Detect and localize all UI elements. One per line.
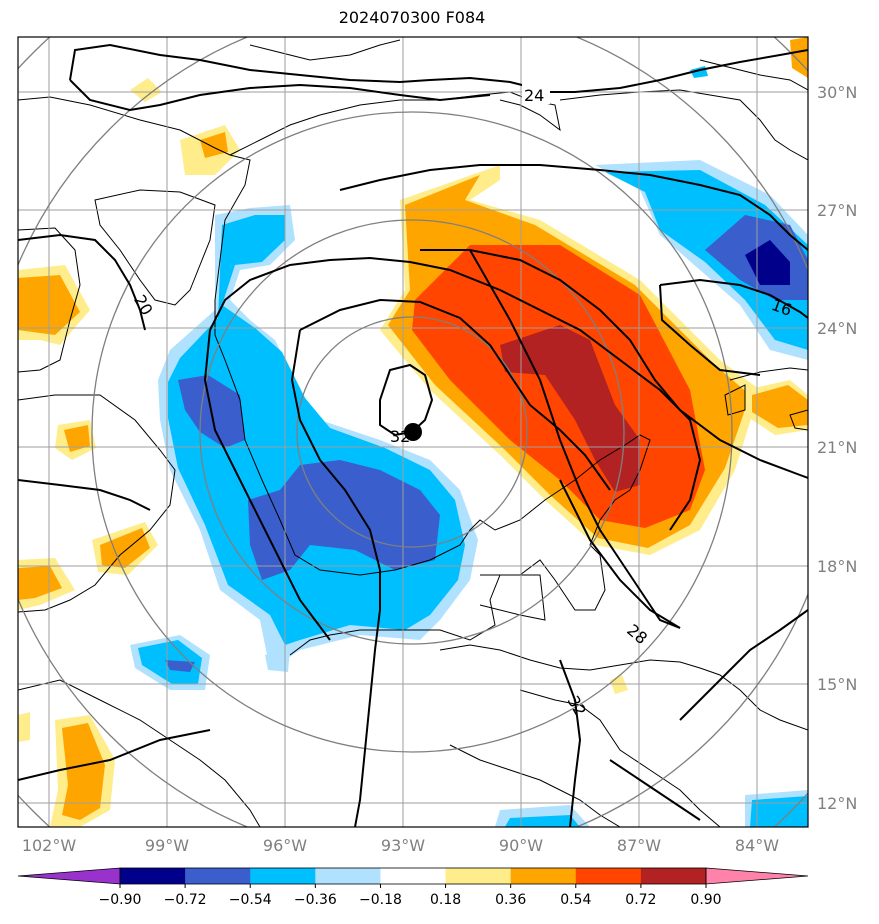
lat-label: 21°N bbox=[817, 438, 857, 457]
colorbar-segment bbox=[315, 868, 381, 884]
colorbar-tick-label: 0.18 bbox=[430, 892, 461, 908]
lat-label: 12°N bbox=[817, 794, 857, 813]
contour-label: 32 bbox=[563, 692, 590, 719]
coastlines bbox=[18, 39, 808, 827]
longitude-labels: 102°W 99°W 96°W 93°W 90°W 87°W 84°W bbox=[22, 836, 779, 855]
lon-label: 93°W bbox=[381, 836, 425, 855]
colorbar-tick-label: 0.54 bbox=[560, 892, 591, 908]
colorbar-segment bbox=[380, 868, 447, 884]
colorbar-extend-high bbox=[705, 867, 809, 885]
lon-label: 90°W bbox=[499, 836, 543, 855]
colorbar: −0.90 −0.72 −0.54 −0.36 −0.18 0.18 0.36 0.54 0.7… bbox=[17, 867, 809, 908]
colorbar-tick-label: 0.90 bbox=[690, 892, 721, 908]
colorbar-segment bbox=[250, 868, 316, 884]
colorbar-tick-label: 0.72 bbox=[625, 892, 656, 908]
storm-center-marker bbox=[404, 423, 422, 441]
colorbar-tick-label: 0.36 bbox=[495, 892, 526, 908]
colorbar-tick-label: −0.54 bbox=[229, 892, 272, 908]
map-title: 2024070300 F084 bbox=[338, 8, 486, 27]
colorbar-tick-label: −0.36 bbox=[294, 892, 337, 908]
colorbar-outline bbox=[119, 867, 707, 885]
colorbar-segment bbox=[185, 868, 251, 884]
colorbar-tick-label: −0.72 bbox=[164, 892, 207, 908]
map-frame bbox=[17, 36, 809, 828]
lat-label: 27°N bbox=[817, 201, 857, 220]
colorbar-segment bbox=[120, 868, 186, 884]
colorbar-segment bbox=[445, 868, 512, 884]
contour-label: 28 bbox=[623, 620, 651, 648]
lon-label: 87°W bbox=[617, 836, 661, 855]
colorbar-segment bbox=[640, 868, 707, 884]
latitude-labels: 30°N 27°N 24°N 21°N 18°N 15°N 12°N bbox=[817, 83, 857, 813]
colorbar-tick-label: −0.90 bbox=[99, 892, 142, 908]
lon-label: 102°W bbox=[22, 836, 77, 855]
colorbar-extend-low bbox=[17, 867, 121, 885]
lon-label: 99°W bbox=[145, 836, 189, 855]
lon-label: 96°W bbox=[263, 836, 307, 855]
lat-label: 24°N bbox=[817, 319, 857, 338]
lon-label: 84°W bbox=[735, 836, 779, 855]
lat-label: 30°N bbox=[817, 83, 857, 102]
lat-label: 15°N bbox=[817, 675, 857, 694]
contour-label: 24 bbox=[524, 86, 544, 105]
contours bbox=[18, 43, 808, 827]
colorbar-segment bbox=[510, 868, 577, 884]
graticule bbox=[18, 37, 808, 827]
lat-label: 18°N bbox=[817, 557, 857, 576]
colorbar-tick-label: −0.18 bbox=[359, 892, 402, 908]
colorbar-segment bbox=[575, 868, 642, 884]
